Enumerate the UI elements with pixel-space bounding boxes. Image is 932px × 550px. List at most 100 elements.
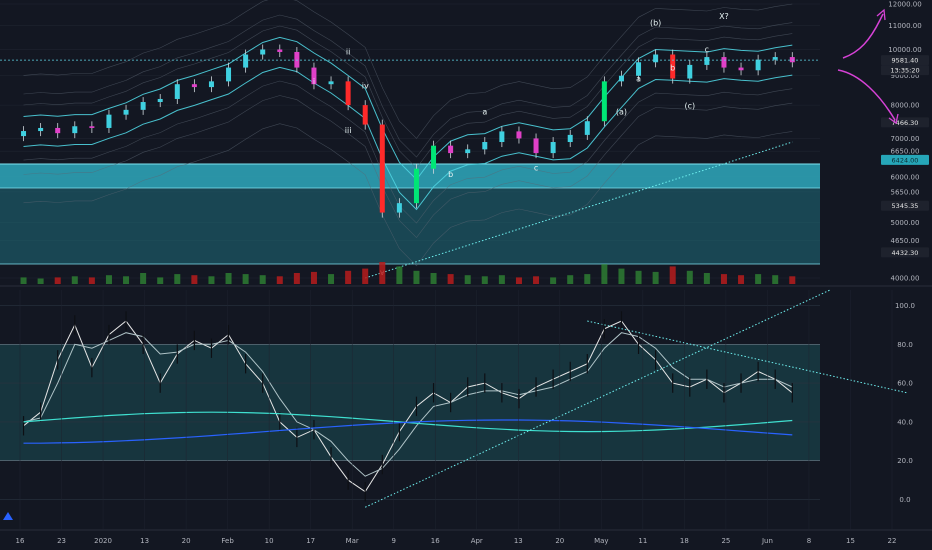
volume-bar (533, 276, 540, 284)
candle-body (345, 81, 351, 106)
price-tick-label: 5650.00 (891, 188, 920, 196)
candle-body (277, 49, 283, 52)
wave-label: iv (362, 82, 369, 91)
volume-bar (567, 275, 574, 284)
price-tick-label: 11000.00 (888, 22, 921, 30)
candle-body (687, 64, 693, 79)
osc-band-fill (0, 344, 820, 461)
volume-bar (88, 277, 95, 284)
candle-body (208, 81, 214, 88)
candle-body (755, 59, 761, 71)
volume-bar (720, 274, 727, 284)
volume-bar (755, 274, 762, 284)
x-tick-label: 11 (638, 537, 647, 545)
volume-bar (413, 270, 420, 284)
volume-bar (481, 276, 488, 284)
volume-bar (464, 275, 471, 284)
envelope-band-line (23, 0, 793, 139)
volume-bar (345, 270, 352, 284)
x-tick-label: 22 (888, 537, 897, 545)
x-tick-label: Feb (221, 537, 234, 545)
candle-body (328, 81, 334, 85)
candle-body (772, 57, 778, 60)
candle-body (618, 75, 624, 82)
x-tick-label: 23 (57, 537, 66, 545)
volume-bar (37, 278, 44, 284)
price-tick-label: 4000.00 (891, 275, 920, 283)
volume-bar (669, 266, 676, 284)
candle-body (584, 121, 590, 135)
wave-label: c (705, 45, 709, 54)
x-tick-label: 25 (721, 537, 730, 545)
candle-body (174, 84, 180, 99)
volume-bar (276, 276, 283, 284)
volume-bar (242, 274, 249, 284)
candle-body (550, 142, 556, 154)
candle-body (789, 57, 795, 63)
candle-body (226, 67, 232, 82)
wave-label: (b) (650, 19, 661, 28)
price-tag (881, 55, 929, 66)
x-tick-label: 20 (555, 537, 564, 545)
candle-body (448, 145, 454, 154)
volume-bar (208, 276, 215, 284)
x-tick-label: 18 (680, 537, 689, 545)
osc-series-line (23, 332, 793, 477)
candle-body (89, 126, 95, 128)
envelope-band-line (23, 80, 793, 224)
tradingview-logo-icon[interactable] (3, 512, 13, 520)
wave-label: a (482, 108, 487, 117)
x-tick-label: 13 (514, 537, 523, 545)
arrow-down-right-icon (837, 69, 899, 125)
envelope-band-line (23, 123, 793, 267)
osc-tick-label: 100.0 (895, 302, 915, 310)
x-tick-label: 16 (431, 537, 440, 545)
volume-bar (447, 274, 454, 284)
wave-label: c (534, 164, 538, 173)
wave-label: X? (719, 12, 729, 21)
candle-body (533, 138, 539, 154)
osc-tick-label: 0.0 (899, 496, 910, 504)
osc-trend-line (587, 320, 908, 394)
osc-trend-line (364, 289, 831, 508)
volume-bar (379, 262, 386, 284)
envelope-band-line (23, 36, 793, 181)
candle-body (140, 102, 146, 110)
wave-label: (c) (684, 101, 695, 110)
x-tick-label: 10 (265, 537, 274, 545)
x-tick-label: 9 (391, 537, 395, 545)
price-tick-label: 5000.00 (891, 219, 920, 227)
volume-bar (157, 277, 164, 284)
volume-bar (328, 274, 335, 284)
x-tick-label: 13 (140, 537, 149, 545)
x-tick-label: 20 (182, 537, 191, 545)
price-tag (881, 65, 929, 76)
volume-bar (54, 277, 61, 284)
price-tag (881, 247, 929, 258)
candle-body (653, 54, 659, 63)
price-tick-label: 6000.00 (891, 173, 920, 181)
wave-label: i (313, 77, 315, 86)
envelope-band-line (23, 14, 793, 158)
candle-body (260, 49, 266, 55)
volume-bar (430, 273, 437, 284)
volume-bar (259, 275, 266, 284)
candle-body (636, 62, 642, 76)
volume-bar (584, 274, 591, 284)
candle-body (465, 149, 471, 154)
price-tick-label: 12000.00 (888, 1, 921, 9)
volume-bar (310, 271, 317, 284)
price-tick-label: 8000.00 (891, 102, 920, 110)
envelope-band-line (23, 25, 793, 169)
x-tick-label: 15 (846, 537, 855, 545)
price-tick-label: 4650.00 (891, 237, 920, 245)
wave-label: ii (346, 48, 350, 57)
candle-body (396, 203, 402, 213)
osc-tick-label: 40.0 (897, 418, 913, 426)
envelope-band-line (23, 95, 793, 239)
candle-body (55, 127, 61, 134)
candle-body (482, 142, 488, 150)
osc-series-line (23, 320, 793, 493)
